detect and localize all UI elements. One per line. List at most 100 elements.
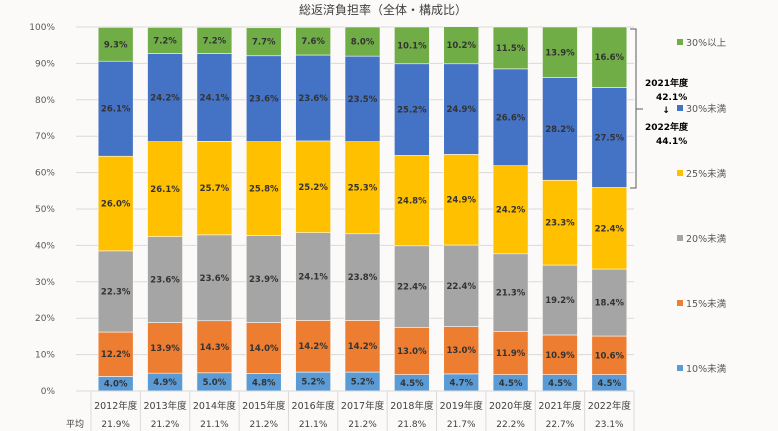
bar-segment-15%未満 <box>492 331 529 375</box>
bar-segment-25%未満 <box>196 140 233 236</box>
bar-segment-25%未満 <box>295 140 331 233</box>
data-label: 23.9% <box>249 275 279 285</box>
legend-label: 30%以上 <box>686 38 727 49</box>
bar-segment-25%未満 <box>542 179 578 266</box>
bar-segment-30%未満 <box>344 55 381 142</box>
bar-segment-25%未満 <box>344 141 381 235</box>
y-tick-label: 80% <box>35 96 55 106</box>
annotation-from-value: 42.1% <box>656 93 687 103</box>
data-label: 5.0% <box>203 378 227 388</box>
data-label: 22.4% <box>595 224 625 234</box>
data-label: 13.9% <box>150 344 180 354</box>
bars <box>97 26 628 392</box>
y-tick-label: 70% <box>35 132 55 142</box>
annotation-to-label: 2022年度 <box>645 121 689 133</box>
legend-swatch <box>677 235 683 241</box>
data-label: 7.2% <box>203 36 227 46</box>
data-label: 25.2% <box>298 183 328 193</box>
bar-segment-15%未満 <box>97 331 134 377</box>
data-label: 24.2% <box>496 206 526 216</box>
x-category-label: 2016年度 <box>292 400 336 412</box>
data-label: 4.0% <box>104 380 128 390</box>
data-label: 24.9% <box>446 196 476 206</box>
x-category-label: 2019年度 <box>440 400 484 412</box>
data-label: 4.5% <box>598 379 622 389</box>
data-label: 22.4% <box>446 282 476 292</box>
bar-segment-25%未満 <box>147 141 183 237</box>
bar-segment-30%以上 <box>245 27 282 57</box>
bar-segment-25%未満 <box>492 165 529 255</box>
y-tick-label: 40% <box>35 241 55 251</box>
bar-segment-30%以上 <box>394 26 430 65</box>
data-label: 23.6% <box>298 94 328 104</box>
bar-segment-25%未満 <box>245 141 282 236</box>
data-label: 10.1% <box>397 41 427 51</box>
legend-item: 30%未満 <box>677 103 727 115</box>
data-label: 25.2% <box>397 106 427 116</box>
data-label: 24.9% <box>446 105 476 115</box>
x-category-label: 2021年度 <box>538 400 582 412</box>
data-label: 4.5% <box>499 379 523 389</box>
average-value: 21.2% <box>249 420 278 430</box>
data-label: 23.3% <box>545 219 575 229</box>
legend-label: 20%未満 <box>686 233 727 245</box>
x-category-label: 2013年度 <box>143 400 187 412</box>
bar-segment-30%以上 <box>344 26 381 57</box>
bar-segment-25%未満 <box>97 155 134 252</box>
data-label: 24.2% <box>150 94 180 104</box>
legend-label: 25%未満 <box>686 168 727 180</box>
data-label: 14.3% <box>200 343 230 353</box>
data-label: 26.1% <box>150 185 180 195</box>
data-label: 10.2% <box>446 41 476 51</box>
bar-segment-20%未満 <box>394 245 430 328</box>
data-label: 22.3% <box>101 287 131 297</box>
bar-segment-15%未満 <box>344 320 381 373</box>
bar-segment-30%未満 <box>97 60 134 157</box>
data-label: 14.2% <box>348 342 378 352</box>
legend-item: 30%以上 <box>677 38 727 49</box>
data-label: 7.7% <box>252 38 276 48</box>
average-row-label: 平均 <box>66 418 84 430</box>
bar-segment-15%未満 <box>443 326 480 375</box>
y-tick-label: 20% <box>35 314 55 324</box>
y-tick-label: 0% <box>41 387 56 397</box>
legend: 30%以上 30%未満 25%未満 20%未満 15%未満 10%未満 <box>677 38 727 375</box>
x-category-label: 2018年度 <box>390 400 434 412</box>
average-value: 21.7% <box>447 420 476 430</box>
data-label: 25.3% <box>348 184 378 194</box>
y-tick-label: 30% <box>35 278 55 288</box>
average-value: 21.2% <box>151 420 180 430</box>
data-label: 11.5% <box>496 44 526 54</box>
data-labels: 4.0% 12.2% 22.3% 26.0% 26.1% 9.3% 4.9% 13.9% 23.… <box>101 36 625 389</box>
data-label: 23.6% <box>249 95 279 105</box>
y-axis-ticks: 0% 10% 20% 30% 40% 50% 60% 70% 80% 90% 100% <box>29 23 55 397</box>
bar-segment-30%未満 <box>394 63 430 156</box>
bar-segment-30%以上 <box>542 26 578 78</box>
y-tick-label: 100% <box>29 23 55 33</box>
bar-segment-15%未満 <box>147 322 183 374</box>
data-label: 22.4% <box>397 283 427 293</box>
bar-segment-25%未満 <box>443 154 480 246</box>
data-label: 24.1% <box>298 273 328 283</box>
average-value: 21.1% <box>299 420 328 430</box>
data-label: 7.6% <box>301 37 325 47</box>
bar-segment-25%未満 <box>394 155 430 247</box>
data-label: 23.6% <box>200 274 230 284</box>
data-label: 24.1% <box>200 93 230 103</box>
data-label: 26.6% <box>496 113 526 123</box>
legend-swatch <box>677 39 683 45</box>
average-value: 21.2% <box>348 420 377 430</box>
average-value: 23.1% <box>595 420 624 430</box>
data-label: 26.0% <box>101 200 131 210</box>
data-label: 7.2% <box>153 36 177 46</box>
annotation-to-value: 44.1% <box>656 137 687 147</box>
data-label: 27.5% <box>595 133 625 143</box>
bar-segment-30%以上 <box>295 27 331 56</box>
chart-title: 総返済負担率（全体・構成比） <box>299 2 467 17</box>
data-label: 25.7% <box>200 184 230 194</box>
legend-swatch <box>677 170 683 176</box>
bar-segment-20%未満 <box>295 232 331 321</box>
average-value: 21.1% <box>200 420 229 430</box>
bar-segment-20%未満 <box>542 264 578 336</box>
